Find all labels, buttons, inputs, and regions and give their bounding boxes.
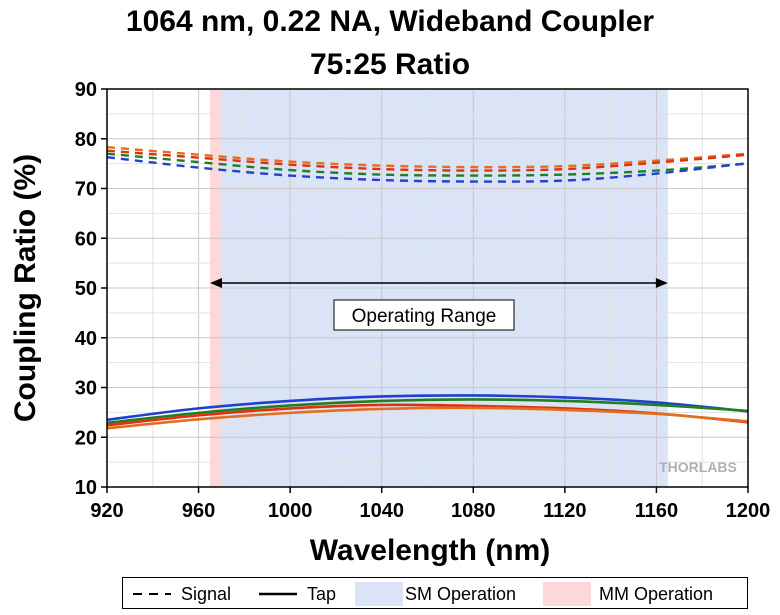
legend-tap-label: Tap (307, 584, 336, 604)
y-tick-label: 30 (75, 378, 97, 400)
y-tick-label: 40 (75, 328, 97, 350)
legend-graphic: Signal Tap SM Operation MM Operation (133, 582, 713, 606)
x-tick-label: 1200 (726, 500, 771, 522)
chart-axes: 920 960 1000 1040 1080 1120 1160 1200 10 20 30 40 50… (75, 79, 771, 522)
x-axis-label: Wavelength (nm) (310, 534, 551, 567)
tap-series-line-8 (106, 406, 749, 430)
signal-series-line-1 (106, 146, 749, 169)
y-tick-label: 70 (75, 179, 97, 201)
operating-range-arrowhead-left (210, 278, 223, 289)
x-tick-label: 1120 (543, 500, 586, 522)
legend-sm-label: SM Operation (405, 584, 516, 604)
operating-range-label: Operating Range (352, 306, 497, 327)
chart-series (106, 146, 749, 430)
y-tick-label: 20 (75, 427, 97, 449)
legend-mm-swatch (543, 582, 591, 606)
x-tick-label: 1080 (451, 500, 496, 522)
y-axis-label: Coupling Ratio (%) (9, 154, 42, 422)
x-tick-label: 920 (90, 500, 123, 522)
signal-series-line-2 (106, 149, 749, 172)
tap-series-line-6 (106, 398, 749, 425)
brand-watermark: THORLABS (659, 459, 737, 475)
legend-sm-swatch (355, 582, 403, 606)
y-tick-label: 80 (75, 129, 97, 151)
y-tick-label: 50 (75, 278, 97, 300)
signal-series-line-4 (106, 155, 749, 183)
legend-signal-label: Signal (181, 584, 231, 604)
x-tick-label: 1160 (635, 500, 678, 522)
chart-title-line2: 75:25 Ratio (309, 48, 471, 81)
y-tick-label: 90 (75, 79, 97, 101)
chart-title-line1: 1064 nm, 0.22 NA, Wideband Coupler (125, 5, 655, 38)
y-tick-label: 10 (75, 477, 97, 499)
y-tick-label: 60 (75, 228, 97, 250)
x-tick-label: 1040 (359, 500, 404, 522)
chart-annotations: Operating Range (210, 278, 668, 331)
chart-legend: Signal Tap SM Operation MM Operation (122, 577, 748, 609)
operating-range-label-box (333, 299, 515, 331)
x-tick-label: 1000 (268, 500, 313, 522)
operating-range-arrowhead-right (655, 278, 668, 289)
x-tick-label: 960 (182, 500, 215, 522)
legend-mm-label: MM Operation (599, 584, 713, 604)
signal-series-line-3 (106, 152, 749, 177)
tap-series-line-5 (106, 394, 749, 422)
